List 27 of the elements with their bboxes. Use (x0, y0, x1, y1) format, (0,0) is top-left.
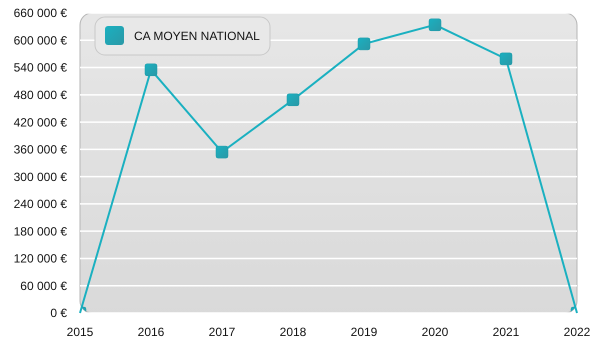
y-tick-label: 60 000 € (20, 278, 68, 293)
x-tick-label: 2016 (138, 325, 165, 339)
y-tick-label: 420 000 € (14, 115, 68, 130)
y-tick-label: 300 000 € (14, 170, 68, 184)
y-tick-label: 240 000 € (14, 197, 68, 212)
point (216, 146, 228, 158)
y-tick-label: 120 000 € (14, 252, 68, 266)
x-tick-label: 2017 (208, 325, 236, 339)
x-tick-label: 2022 (564, 325, 591, 339)
x-tick-label: 2019 (350, 325, 378, 339)
point (428, 18, 442, 32)
y-tick-label: 360 000 € (14, 142, 68, 157)
y-tick-label: 660 000 € (14, 6, 68, 20)
point (500, 52, 512, 66)
x-tick-label: 2020 (422, 325, 449, 339)
x-tick-label: 2021 (492, 325, 520, 339)
point (144, 64, 158, 76)
point (286, 94, 300, 106)
point (358, 38, 370, 50)
y-tick-label: 180 000 € (14, 224, 68, 238)
y-tick-label: 0 € (50, 306, 68, 320)
y-tick-label: 480 000 € (14, 88, 68, 102)
y-tick-label: 540 000 € (14, 60, 68, 75)
x-tick-label: 2018 (280, 325, 307, 339)
legend-label: CA MOYEN NATIONAL (134, 29, 260, 44)
y-tick-label: 600 000 € (14, 33, 68, 48)
x-tick-label: 2015 (66, 325, 94, 339)
